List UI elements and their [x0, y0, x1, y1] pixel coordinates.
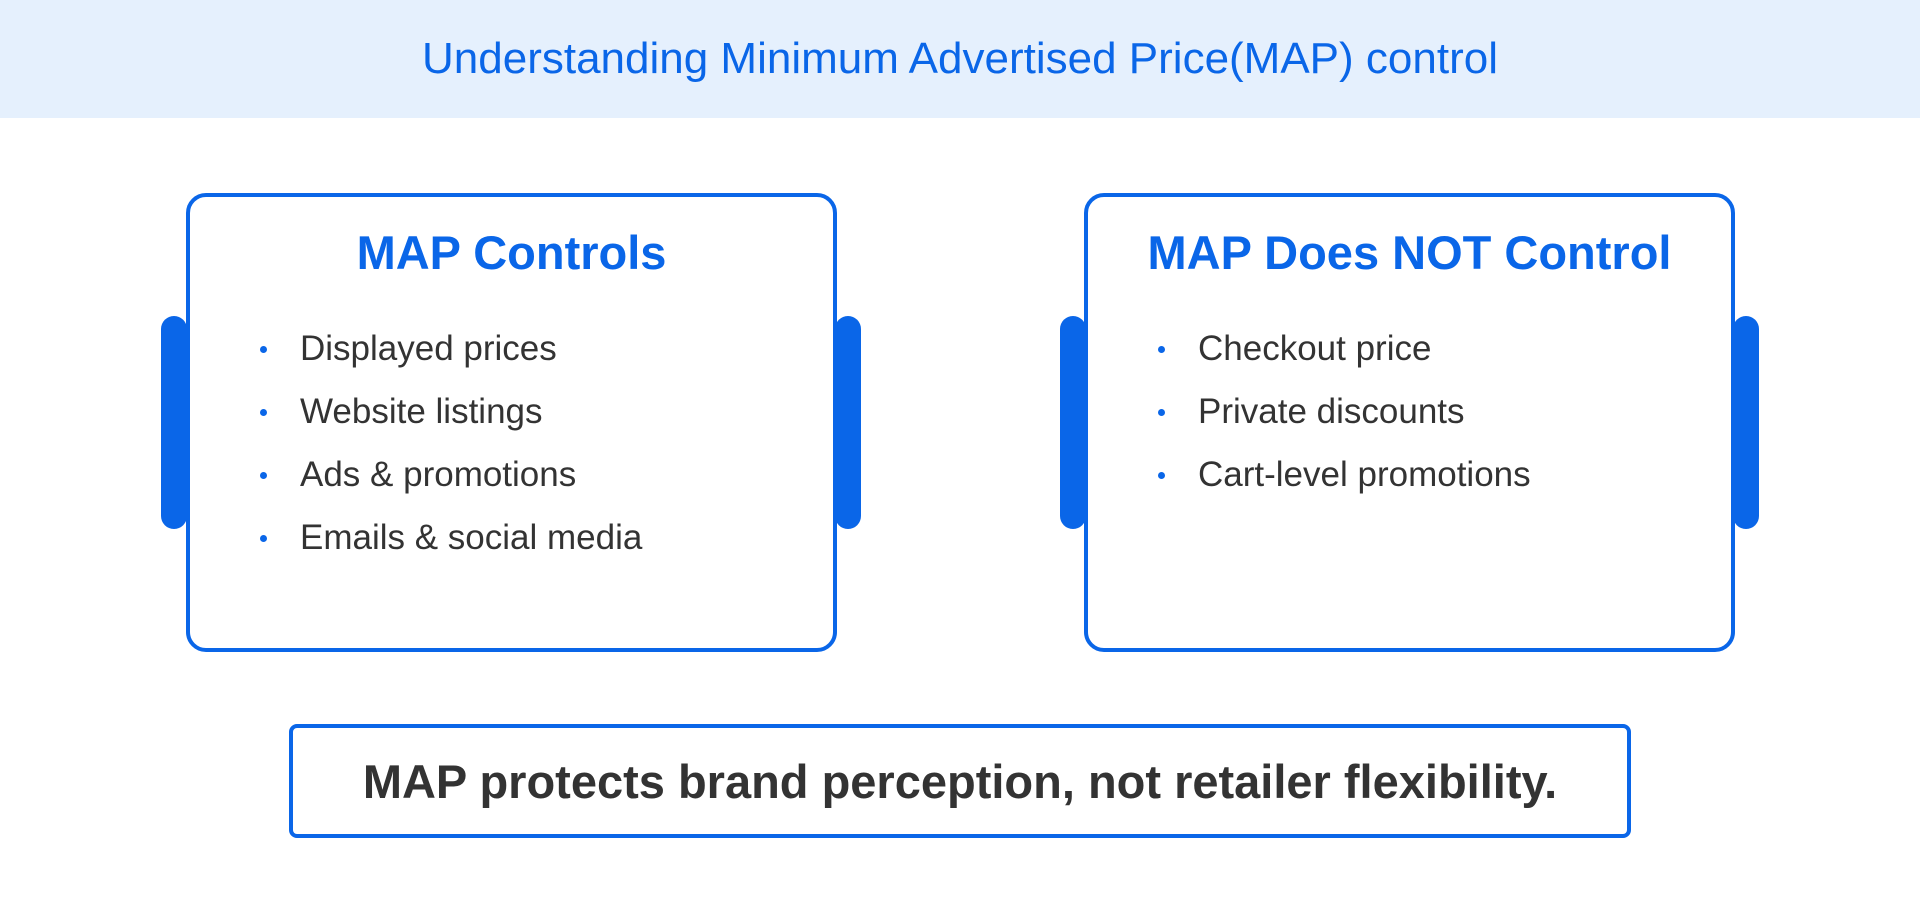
bullet-icon — [1158, 409, 1165, 416]
bullet-icon — [260, 472, 267, 479]
list-item: Website listings — [260, 390, 642, 453]
list-item: Emails & social media — [260, 516, 642, 579]
bullet-icon — [260, 346, 267, 353]
right-card-tab-left — [1060, 316, 1086, 529]
not-controls-list: Checkout price Private discounts Cart-le… — [1158, 327, 1531, 516]
summary-text: MAP protects brand perception, not retai… — [362, 754, 1558, 808]
bullet-icon — [1158, 346, 1165, 353]
right-card-tab-right — [1733, 316, 1759, 529]
map-controls-card: MAP Controls Displayed prices Website li… — [186, 193, 837, 652]
controls-list: Displayed prices Website listings Ads & … — [260, 327, 642, 579]
left-card-tab-right — [835, 316, 861, 529]
left-card-tab-left — [161, 316, 187, 529]
map-not-control-card: MAP Does NOT Control Checkout price Priv… — [1084, 193, 1735, 652]
summary-box: MAP protects brand perception, not retai… — [289, 724, 1631, 838]
bullet-icon — [260, 535, 267, 542]
list-item: Cart-level promotions — [1158, 453, 1531, 516]
title-banner: Understanding Minimum Advertised Price(M… — [0, 0, 1920, 118]
page-title: Understanding Minimum Advertised Price(M… — [422, 34, 1498, 83]
card-heading: MAP Does NOT Control — [1147, 226, 1672, 279]
list-item: Displayed prices — [260, 327, 642, 390]
card-heading: MAP Controls — [356, 226, 667, 279]
list-item: Checkout price — [1158, 327, 1531, 390]
bullet-icon — [260, 409, 267, 416]
list-item: Private discounts — [1158, 390, 1531, 453]
list-item: Ads & promotions — [260, 453, 642, 516]
bullet-icon — [1158, 472, 1165, 479]
